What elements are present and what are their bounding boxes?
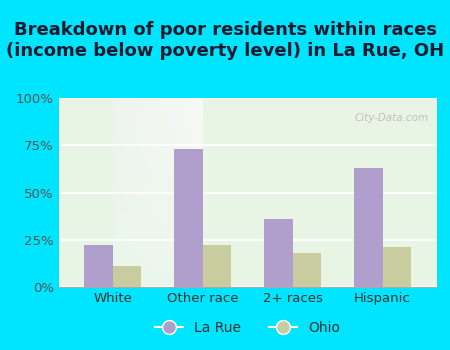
- Bar: [292, 253, 321, 287]
- Text: City-Data.com: City-Data.com: [355, 113, 429, 123]
- Bar: [382, 247, 411, 287]
- Bar: [202, 245, 231, 287]
- Bar: [354, 168, 382, 287]
- Bar: [84, 245, 112, 287]
- Bar: [112, 266, 141, 287]
- Text: Breakdown of poor residents within races
(income below poverty level) in La Rue,: Breakdown of poor residents within races…: [6, 21, 444, 60]
- Legend: La Rue, Ohio: La Rue, Ohio: [150, 315, 345, 341]
- Bar: [264, 219, 292, 287]
- Bar: [174, 149, 203, 287]
